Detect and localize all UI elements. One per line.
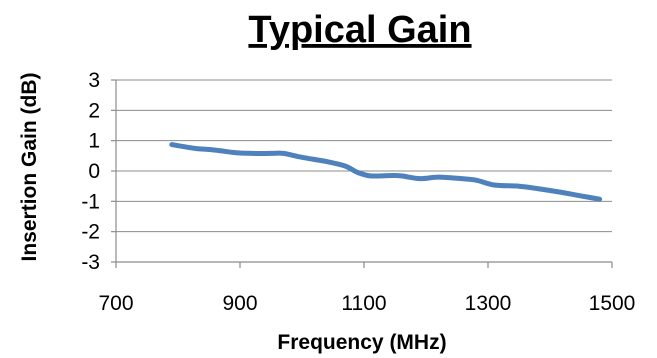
- chart-title: Typical Gain: [248, 9, 471, 51]
- x-axis-title: Frequency (MHz): [277, 331, 446, 354]
- y-tick-labels: 3 2 1 0 -1 -2 -3: [81, 69, 100, 274]
- y-axis-title: Insertion Gain (dB): [18, 73, 41, 262]
- y-tick-label: 2: [88, 99, 100, 122]
- y-tick-label: -3: [81, 251, 100, 274]
- axes: [111, 79, 613, 268]
- y-tick-label: 3: [88, 69, 100, 92]
- y-tick-label: -2: [81, 221, 100, 244]
- x-tick-label: 1500: [589, 292, 636, 315]
- x-tick-label: 1300: [465, 292, 512, 315]
- y-tick-label: -1: [81, 190, 100, 213]
- x-tick-label: 900: [222, 292, 257, 315]
- series-group: [169, 142, 603, 202]
- series-line-0: [169, 142, 603, 202]
- y-tick-label: 1: [88, 130, 100, 153]
- x-tick-label: 1100: [341, 292, 386, 315]
- x-tick-labels: 700 900 1100 1300 1500: [98, 292, 635, 315]
- y-tick-label: 0: [88, 160, 100, 183]
- gridlines: [116, 79, 612, 263]
- x-tick-label: 700: [98, 292, 133, 315]
